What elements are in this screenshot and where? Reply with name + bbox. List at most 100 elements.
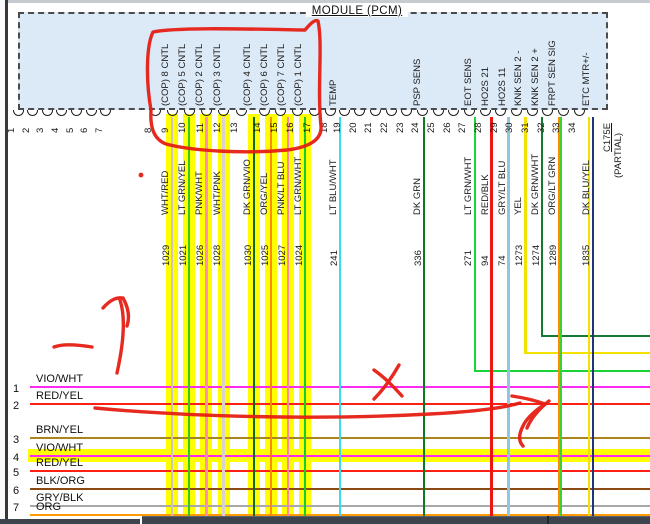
- wire-circuit-number: 1835: [581, 244, 593, 266]
- wire-color-label: WHT/RED: [160, 170, 171, 215]
- wire-271-elbow: [473, 370, 650, 373]
- module-pin-label: (COP) 4 CNTL: [242, 43, 253, 106]
- wire-color-label: DK GRN/VIO: [242, 159, 253, 215]
- row-number: 5: [13, 467, 20, 479]
- module-title: MODULE (PCM): [305, 5, 409, 17]
- wire-color-label: GRY/LT BLU: [496, 160, 508, 215]
- wire-circuit-number: 1273: [513, 244, 525, 266]
- wire-1835: [591, 117, 594, 524]
- row-color-label: BRN/YEL: [36, 424, 84, 436]
- pin-number: 19: [332, 122, 343, 133]
- bottom-bar-right: [142, 516, 650, 524]
- pin-terminal-bracket: [149, 110, 161, 116]
- module-pin-label: (COP) 3 CNTL: [211, 43, 223, 106]
- pin-number: 8: [143, 127, 154, 133]
- pin-terminal-bracket: [27, 110, 39, 116]
- module-pin-label: (COP) 7 CNTL: [276, 43, 287, 106]
- wire-color-label: ORG/YEL: [259, 172, 270, 215]
- pin-number: 20: [347, 122, 359, 133]
- wire-circuit-number: 74: [497, 255, 508, 266]
- pin-terminal-bracket: [85, 110, 97, 116]
- wire-336: [423, 117, 426, 524]
- module-pin-label: KNK SEN 2 -: [513, 50, 525, 106]
- wire-circuit-number: 271: [463, 250, 475, 266]
- pin-terminal-bracket: [510, 110, 522, 116]
- row-color-label: VIO/WHT: [36, 442, 84, 454]
- row-color-label: ORG: [36, 501, 62, 513]
- pin-terminal-bracket: [463, 110, 475, 116]
- wire-color-label: WHT/PNK: [211, 171, 223, 215]
- wire-1274: [541, 117, 544, 337]
- pin-number: 28: [473, 122, 485, 133]
- wire-74: [507, 117, 510, 524]
- pin-number: 11: [194, 123, 206, 133]
- pin-number: 32: [535, 122, 547, 133]
- module-pin-label: HO2S 11: [496, 67, 508, 106]
- row-number: 1: [13, 383, 20, 395]
- pin-number: 12: [211, 122, 223, 133]
- module-pin-label: ETC MTR+/-: [580, 52, 592, 106]
- row-color-label: VIO/WHT: [36, 373, 84, 385]
- row-number: 4: [13, 452, 20, 464]
- wire-241: [338, 117, 342, 524]
- wire-circuit-number: 1027: [276, 244, 288, 266]
- pin-number: 24: [410, 122, 422, 133]
- module-pin-label: (COP) 1 CNTL: [293, 43, 304, 106]
- left-margin: [0, 0, 5, 524]
- left-window-border: [5, 0, 8, 519]
- module-pin-label: TEMP: [328, 79, 339, 106]
- pin-number: 34: [567, 122, 579, 133]
- pin-number: 7: [93, 127, 105, 133]
- wire-1026: [205, 117, 208, 524]
- module-pin-label: KNK SEN 2 +: [530, 48, 542, 106]
- pin-terminal-bracket: [401, 110, 413, 116]
- pin-terminal-bracket: [100, 110, 112, 116]
- pin-number: 1: [6, 127, 17, 133]
- pin-number: 21: [363, 122, 375, 133]
- module-pin-label: (COP) 8 CNTL: [160, 43, 171, 106]
- wire-color-label: YEL: [513, 197, 525, 215]
- pin-number: 10: [177, 122, 189, 133]
- pin-terminal-bracket: [56, 110, 68, 116]
- row-color-label: RED/YEL: [36, 390, 84, 402]
- wire-1835-stripe: [587, 117, 590, 524]
- wire-1025: [269, 117, 273, 524]
- pin-number: 13: [229, 122, 240, 133]
- wire-1030: [252, 117, 256, 524]
- pin-number: 3: [35, 127, 47, 133]
- pin-number: 4: [49, 127, 61, 133]
- wire-94: [490, 117, 493, 524]
- pin-number: 16: [285, 122, 297, 133]
- wire-1273-elbow: [524, 352, 650, 355]
- wire-color-label: ORG/LT GRN: [547, 156, 559, 215]
- wire-color-label: PNK/LT BLU: [276, 161, 287, 215]
- pin-number: 2: [20, 127, 32, 133]
- wire-color-label: DK GRN/WHT: [530, 153, 542, 215]
- pin-terminal-bracket: [338, 110, 350, 116]
- pin-terminal-bracket: [369, 110, 381, 116]
- row-color-label: RED/YEL: [36, 457, 84, 469]
- wire-circuit-number: 1024: [293, 244, 305, 266]
- row-number: 6: [13, 485, 20, 497]
- wire-color-label: PNK/WHT: [194, 171, 206, 215]
- wire-circuit-number: 1029: [160, 244, 172, 266]
- pin-terminal-bracket: [526, 110, 538, 116]
- row-number: 2: [13, 400, 20, 412]
- bottom-bar-seam: [547, 516, 549, 524]
- pin-number: 26: [441, 122, 453, 133]
- pin-terminal-bracket: [573, 110, 585, 116]
- pin-terminal-bracket: [12, 110, 24, 116]
- pin-number: 27: [457, 122, 469, 133]
- bottom-bar-left: [0, 519, 140, 524]
- module-pin-label: (COP) 6 CNTL: [259, 43, 270, 106]
- row-color-label: GRY/BLK: [36, 492, 84, 504]
- pin-number: 9: [160, 127, 172, 133]
- wire-circuit-number: 1026: [194, 244, 206, 266]
- row-color-label: BLK/ORG: [36, 475, 85, 487]
- wire-circuit-number: 1025: [259, 244, 271, 266]
- wire-1021: [188, 117, 191, 524]
- pin-number: 33: [551, 122, 563, 133]
- row-number: 7: [13, 502, 20, 514]
